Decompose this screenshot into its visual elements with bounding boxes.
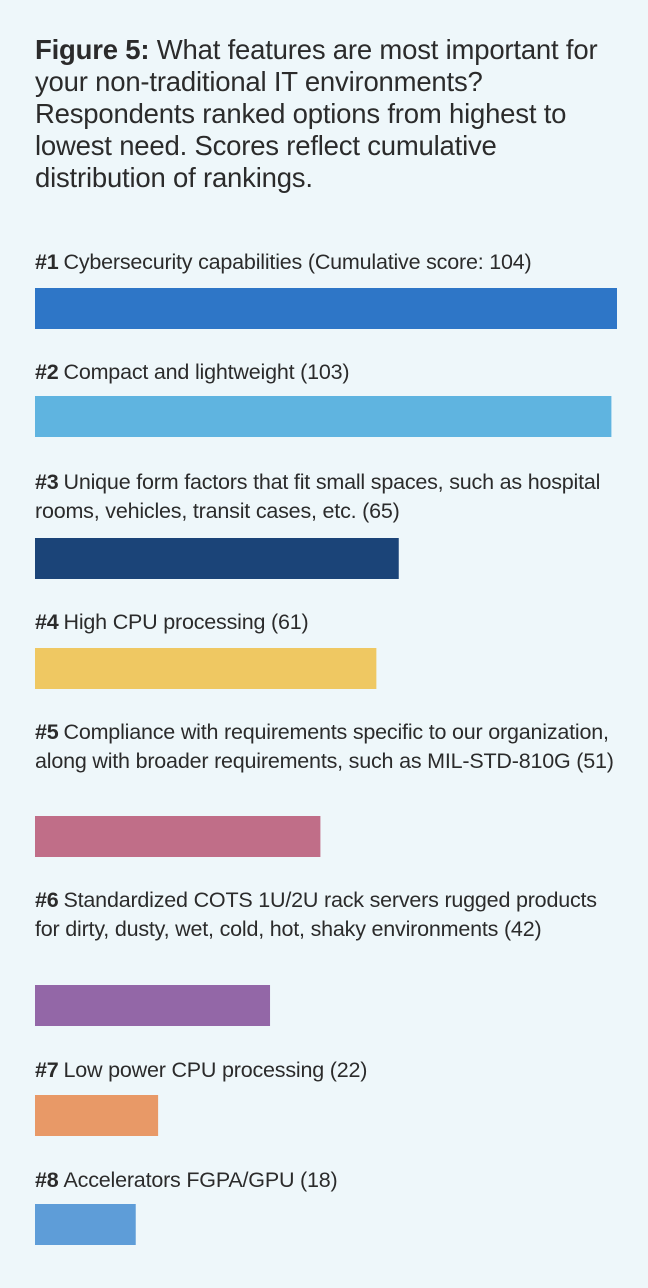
bar-1 [35,288,617,329]
rank-7: #7 [35,1058,59,1082]
bar-7 [35,1095,159,1136]
label-7: Low power CPU processing (22) [63,1058,368,1082]
bar-3 [35,538,399,579]
bar-label-6: #6 Standardized COTS 1U/2U rack servers r… [35,886,625,944]
label-8: Accelerators FGPA/GPU (18) [63,1168,338,1192]
rank-2: #2 [35,360,59,384]
label-3: Unique form factors that fit small space… [35,470,601,523]
bar-label-1: #1 Cybersecurity capabilities (Cumulative… [35,248,625,277]
label-4: High CPU processing (61) [63,610,309,634]
bar-6 [35,985,271,1026]
bar-label-2: #2 Compact and lightweight (103) [35,358,625,387]
rank-4: #4 [35,610,59,634]
bar-label-4: #4 High CPU processing (61) [35,608,625,637]
label-5: Compliance with requirements specific to… [35,720,614,773]
bar-label-3: #3 Unique form factors that fit small spa… [35,468,625,526]
bar-label-8: #8 Accelerators FGPA/GPU (18) [35,1166,625,1195]
bar-5 [35,816,321,857]
rank-6: #6 [35,888,59,912]
rank-3: #3 [35,470,59,494]
rank-1: #1 [35,250,59,274]
label-2: Compact and lightweight (103) [63,360,350,384]
rank-5: #5 [35,720,59,744]
bar-4 [35,648,377,689]
figure-label: Figure 5: [35,34,150,65]
bar-2 [35,396,612,437]
bar-8 [35,1204,136,1245]
caption-text: What features are most important for you… [35,34,598,193]
label-1: Cybersecurity capabilities (Cumulative s… [63,250,532,274]
rank-8: #8 [35,1168,59,1192]
label-6: Standardized COTS 1U/2U rack servers rug… [35,888,597,941]
bar-label-7: #7 Low power CPU processing (22) [35,1056,625,1085]
figure-caption: Figure 5: What features are most importa… [35,34,625,194]
bar-label-5: #5 Compliance with requirements specific … [35,718,625,776]
